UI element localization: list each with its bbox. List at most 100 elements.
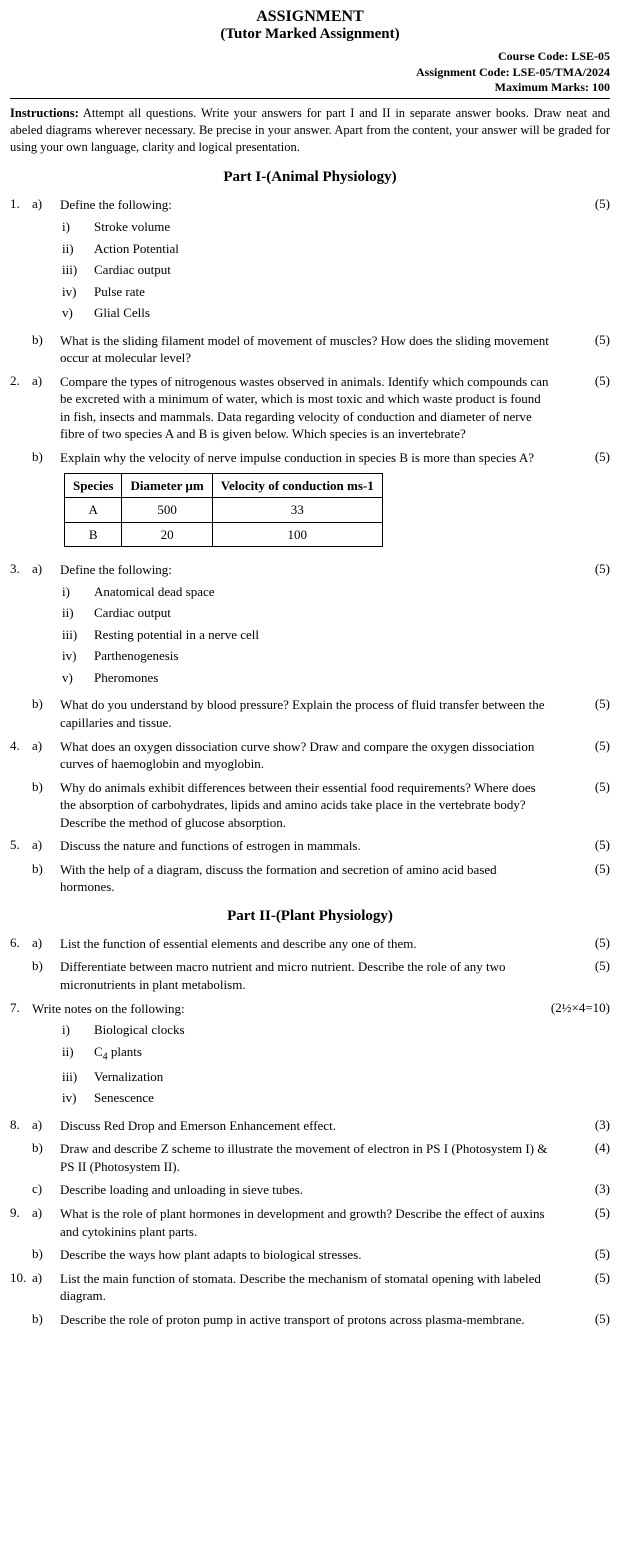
q7-iii-r: iii): [60, 1068, 94, 1086]
q3b-label: b): [32, 696, 60, 712]
q3a-v-r: v): [60, 669, 94, 687]
q2a-row: 2. a) Compare the types of nitrogenous w…: [10, 373, 610, 443]
q5a-row: 5. a) Discuss the nature and functions o…: [10, 837, 610, 855]
r1c2: 500: [122, 498, 212, 523]
q6a-label: a): [32, 935, 60, 951]
q9a-marks: (5): [560, 1205, 610, 1221]
q3a-ii-t: Cardiac output: [94, 604, 552, 622]
q3a-i-r: i): [60, 583, 94, 601]
q3a-iv-r: iv): [60, 647, 94, 665]
q8c-row: c) Describe loading and unloading in sie…: [10, 1181, 610, 1199]
q4b-marks: (5): [560, 779, 610, 795]
q8c-marks: (3): [560, 1181, 610, 1197]
q7-row: 7. Write notes on the following: i)Biolo…: [10, 1000, 610, 1111]
q4a-row: 4. a) What does an oxygen dissociation c…: [10, 738, 610, 773]
q1-num: 1.: [10, 196, 32, 212]
q1a-marks: (5): [560, 196, 610, 212]
r2c3: 100: [212, 522, 382, 547]
r2c2: 20: [122, 522, 212, 547]
q4a-marks: (5): [560, 738, 610, 754]
q2-num: 2.: [10, 373, 32, 389]
q3b-marks: (5): [560, 696, 610, 712]
q7-text: Write notes on the following:: [32, 1001, 185, 1016]
q2a-text: Compare the types of nitrogenous wastes …: [60, 373, 560, 443]
instructions: Instructions: Attempt all questions. Wri…: [10, 105, 610, 156]
q10b-marks: (5): [560, 1311, 610, 1327]
q5b-text: With the help of a diagram, discuss the …: [60, 861, 560, 896]
q1b-text: What is the sliding filament model of mo…: [60, 332, 560, 367]
q8a-marks: (3): [560, 1117, 610, 1133]
q3a-text: Define the following:: [60, 562, 172, 577]
q9b-label: b): [32, 1246, 60, 1262]
q2b-label: b): [32, 449, 60, 465]
q5-num: 5.: [10, 837, 32, 853]
q3a-label: a): [32, 561, 60, 577]
q7-deflist: i)Biological clocks ii)C4 plants iii)Ver…: [32, 1021, 532, 1107]
q3a-ii-r: ii): [60, 604, 94, 622]
q3a-v-t: Pheromones: [94, 669, 552, 687]
q5b-label: b): [32, 861, 60, 877]
q7-i-t: Biological clocks: [94, 1021, 532, 1039]
q1a-row: 1. a) Define the following: i)Stroke vol…: [10, 196, 610, 325]
assignment-code: Assignment Code: LSE-05/TMA/2024: [10, 65, 610, 81]
q3a-iii-t: Resting potential in a nerve cell: [94, 626, 552, 644]
q3a-i-t: Anatomical dead space: [94, 583, 552, 601]
q8b-text: Draw and describe Z scheme to illustrate…: [60, 1140, 560, 1175]
q3a-iii-r: iii): [60, 626, 94, 644]
q8b-row: b) Draw and describe Z scheme to illustr…: [10, 1140, 610, 1175]
q6b-label: b): [32, 958, 60, 974]
q10-num: 10.: [10, 1270, 32, 1286]
q3-num: 3.: [10, 561, 32, 577]
q5a-marks: (5): [560, 837, 610, 853]
q10b-row: b) Describe the role of proton pump in a…: [10, 1311, 610, 1329]
q8c-text: Describe loading and unloading in sieve …: [60, 1181, 560, 1199]
q6a-row: 6. a) List the function of essential ele…: [10, 935, 610, 953]
q9a-row: 9. a) What is the role of plant hormones…: [10, 1205, 610, 1240]
q1b-label: b): [32, 332, 60, 348]
species-table: Species Diameter µm Velocity of conducti…: [64, 473, 383, 548]
q6b-row: b) Differentiate between macro nutrient …: [10, 958, 610, 993]
q10a-text: List the main function of stomata. Descr…: [60, 1270, 560, 1305]
instructions-text: Attempt all questions. Write your answer…: [10, 106, 610, 154]
q9a-label: a): [32, 1205, 60, 1221]
part2-heading: Part II-(Plant Physiology): [10, 908, 610, 925]
max-marks: Maximum Marks: 100: [10, 80, 610, 96]
q1b-marks: (5): [560, 332, 610, 348]
q1a-iv-r: iv): [60, 283, 94, 301]
q6a-text: List the function of essential elements …: [60, 935, 560, 953]
q10a-label: a): [32, 1270, 60, 1286]
q1a-v-t: Glial Cells: [94, 304, 552, 322]
title-block: ASSIGNMENT (Tutor Marked Assignment): [10, 8, 610, 43]
q5b-marks: (5): [560, 861, 610, 877]
th-diameter: Diameter µm: [122, 473, 212, 498]
q7-iv-r: iv): [60, 1089, 94, 1107]
q5b-row: b) With the help of a diagram, discuss t…: [10, 861, 610, 896]
q5a-text: Discuss the nature and functions of estr…: [60, 837, 560, 855]
q1a-label: a): [32, 196, 60, 212]
q8a-text: Discuss Red Drop and Emerson Enhancement…: [60, 1117, 560, 1135]
q8a-row: 8. a) Discuss Red Drop and Emerson Enhan…: [10, 1117, 610, 1135]
assignment-title: ASSIGNMENT: [10, 8, 610, 26]
q10b-text: Describe the role of proton pump in acti…: [60, 1311, 560, 1329]
q4b-text: Why do animals exhibit differences betwe…: [60, 779, 560, 832]
part1-heading: Part I-(Animal Physiology): [10, 169, 610, 186]
q9b-row: b) Describe the ways how plant adapts to…: [10, 1246, 610, 1264]
q2b-text: Explain why the velocity of nerve impuls…: [60, 450, 534, 465]
course-info: Course Code: LSE-05 Assignment Code: LSE…: [10, 49, 610, 96]
q1a-iv-t: Pulse rate: [94, 283, 552, 301]
q9b-marks: (5): [560, 1246, 610, 1262]
q1a-text: Define the following:: [60, 197, 172, 212]
q8a-label: a): [32, 1117, 60, 1133]
q4-num: 4.: [10, 738, 32, 754]
q8c-label: c): [32, 1181, 60, 1197]
q7-i-r: i): [60, 1021, 94, 1039]
q1a-i-t: Stroke volume: [94, 218, 552, 236]
q1a-ii-t: Action Potential: [94, 240, 552, 258]
r1c1: A: [65, 498, 122, 523]
q3a-marks: (5): [560, 561, 610, 577]
q6b-marks: (5): [560, 958, 610, 974]
q7-marks: (2½×4=10): [540, 1000, 610, 1016]
q9b-text: Describe the ways how plant adapts to bi…: [60, 1246, 560, 1264]
q8b-label: b): [32, 1140, 60, 1156]
r1c3: 33: [212, 498, 382, 523]
